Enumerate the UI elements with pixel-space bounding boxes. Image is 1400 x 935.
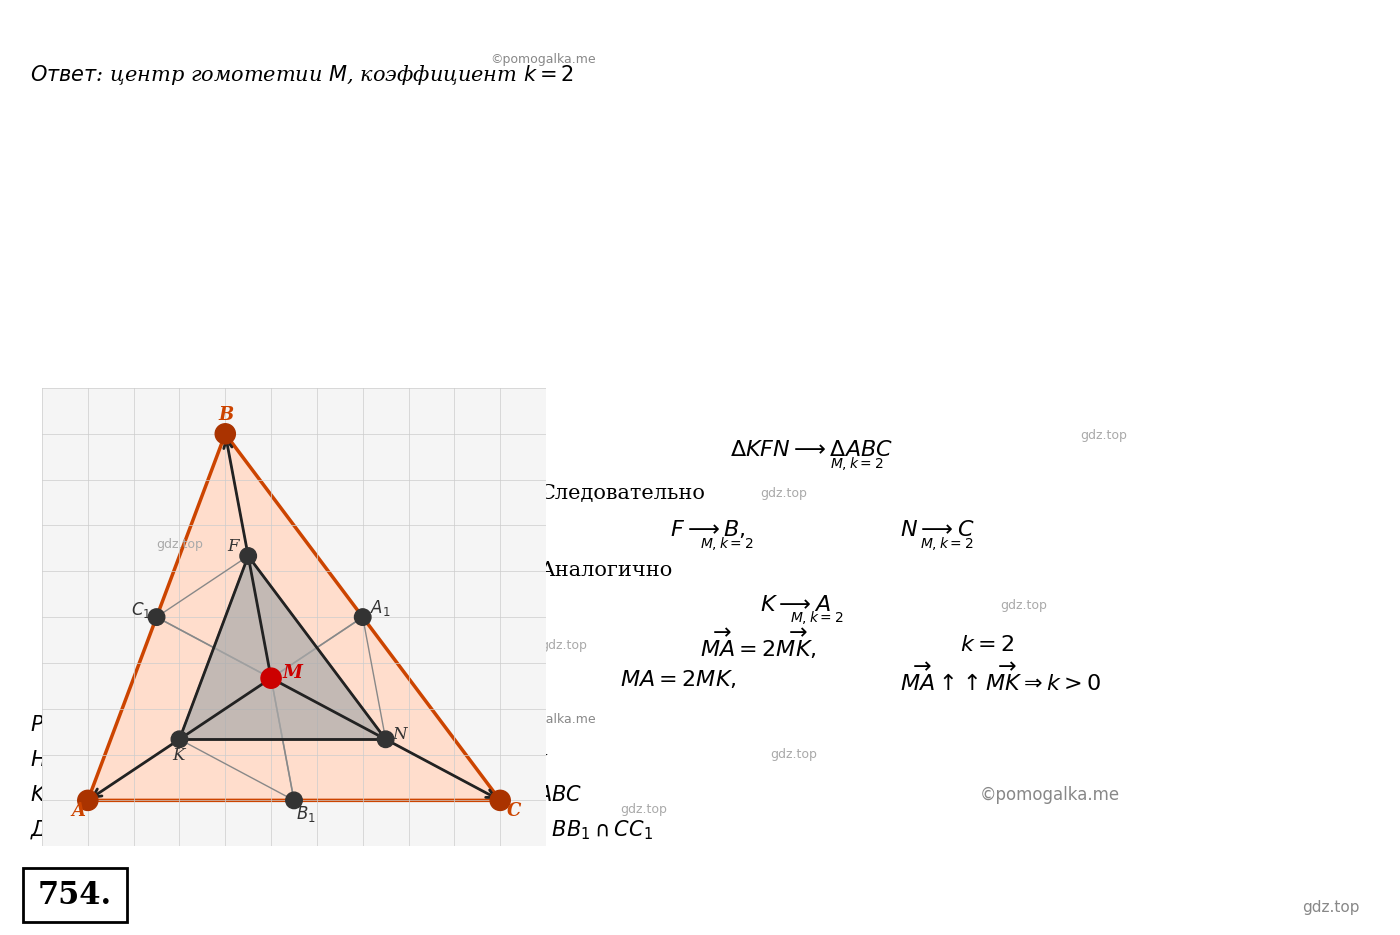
Text: $\overrightarrow{MA} = 2\overrightarrow{MK},$: $\overrightarrow{MA} = 2\overrightarrow{… bbox=[700, 628, 816, 662]
Text: gdz.top: gdz.top bbox=[760, 486, 806, 499]
Text: $M,k=2$: $M,k=2$ bbox=[700, 535, 753, 552]
Polygon shape bbox=[179, 556, 385, 740]
Text: gdz.top: gdz.top bbox=[1302, 900, 1359, 915]
Text: gdz.top: gdz.top bbox=[500, 486, 547, 499]
Circle shape bbox=[354, 609, 371, 626]
Text: Аналогично: Аналогично bbox=[540, 560, 673, 580]
Circle shape bbox=[378, 731, 393, 747]
Text: Следовательно: Следовательно bbox=[540, 483, 706, 502]
Circle shape bbox=[78, 790, 98, 811]
Text: $\overrightarrow{MA} \uparrow\!\uparrow \overrightarrow{MK} \Rightarrow k > 0$: $\overrightarrow{MA} \uparrow\!\uparrow … bbox=[900, 664, 1102, 697]
Text: gdz.top: gdz.top bbox=[1079, 428, 1127, 441]
Text: $C_1$: $C_1$ bbox=[132, 600, 151, 620]
Text: gdz.top: gdz.top bbox=[1000, 598, 1047, 611]
FancyBboxPatch shape bbox=[22, 868, 127, 922]
Text: $K, F, N$ - середины $AM, BM, CM$,  $\Delta KFN$: $K, F, N$ - середины $AM, BM, CM$, $\Del… bbox=[29, 783, 423, 807]
Circle shape bbox=[260, 669, 281, 688]
Text: $MA = 2MK,$: $MA = 2MK,$ bbox=[620, 669, 736, 691]
Polygon shape bbox=[88, 434, 500, 800]
Text: $k = 2$: $k = 2$ bbox=[960, 634, 1014, 656]
Text: $X,k$: $X,k$ bbox=[430, 795, 458, 812]
Text: $\longrightarrow \Delta ABC$: $\longrightarrow \Delta ABC$ bbox=[484, 785, 582, 805]
Text: $\it{Решение}$:: $\it{Решение}$: bbox=[29, 715, 134, 735]
Text: gdz.top: gdz.top bbox=[540, 639, 587, 652]
Text: F: F bbox=[228, 539, 239, 555]
Text: $M,k=2$: $M,k=2$ bbox=[920, 535, 973, 552]
Circle shape bbox=[171, 731, 188, 747]
Text: $\Delta KFN \longrightarrow \Delta ABC$: $\Delta KFN \longrightarrow \Delta ABC$ bbox=[729, 439, 893, 461]
Text: 754.: 754. bbox=[38, 880, 112, 911]
Text: $\it{Дано}$: $\Delta ABC$, $AA_1$, $BB_1$, $CC_1$ - медианы, $M = AA_1 \cap BB_1: $\it{Дано}$: $\Delta ABC$, $AA_1$, $BB_1… bbox=[29, 818, 652, 842]
Text: K: K bbox=[172, 747, 185, 764]
Text: gdz.top: gdz.top bbox=[157, 539, 203, 552]
Text: $\it{Найти}$: центр гомотетии $X$ и коэффициент $k$: $\it{Найти}$: центр гомотетии $X$ и коэф… bbox=[29, 748, 550, 772]
Text: gdz.top: gdz.top bbox=[770, 748, 816, 761]
Text: ©pomogalka.me: ©pomogalka.me bbox=[980, 786, 1120, 804]
Text: A: A bbox=[71, 802, 85, 820]
Text: N: N bbox=[392, 726, 407, 743]
Text: $N \longrightarrow C$: $N \longrightarrow C$ bbox=[900, 519, 974, 541]
Text: $M,k=2$: $M,k=2$ bbox=[830, 454, 883, 471]
Text: $A_1$: $A_1$ bbox=[370, 597, 391, 617]
Text: $M,k=2$: $M,k=2$ bbox=[790, 610, 844, 626]
Text: gdz.top: gdz.top bbox=[120, 813, 167, 826]
Circle shape bbox=[216, 424, 235, 444]
Text: gdz.top: gdz.top bbox=[620, 803, 666, 816]
Text: ©pomogalka.me: ©pomogalka.me bbox=[490, 53, 595, 66]
Text: C: C bbox=[507, 802, 521, 820]
Circle shape bbox=[286, 792, 302, 809]
Text: $F \longrightarrow B,$: $F \longrightarrow B,$ bbox=[671, 519, 746, 541]
Text: ©pomogalka.me: ©pomogalka.me bbox=[490, 713, 595, 726]
Text: gdz.top: gdz.top bbox=[309, 813, 357, 826]
Circle shape bbox=[239, 548, 256, 564]
Circle shape bbox=[148, 609, 165, 626]
Text: $B_1$: $B_1$ bbox=[297, 804, 316, 824]
Text: B: B bbox=[218, 406, 234, 424]
Circle shape bbox=[490, 790, 510, 811]
Text: $K \longrightarrow A$: $K \longrightarrow A$ bbox=[760, 594, 830, 616]
Text: M: M bbox=[283, 664, 302, 683]
Text: $\it{Ответ}$: центр гомотетии $M$, коэффициент $k = 2$: $\it{Ответ}$: центр гомотетии $M$, коэфф… bbox=[29, 63, 574, 87]
